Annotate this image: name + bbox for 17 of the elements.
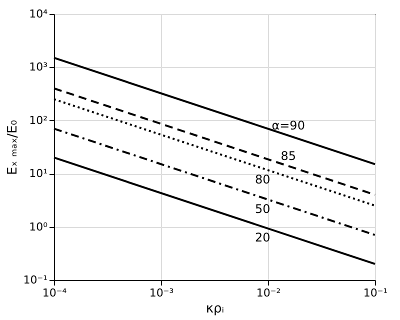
y-tick-label: 10⁻¹ <box>23 274 48 286</box>
y-tick-label: 10⁴ <box>29 8 48 20</box>
x-tick-label: 10⁻⁴ <box>42 286 68 300</box>
y-tick-label: 10³ <box>29 60 48 74</box>
series-label: 85 <box>280 149 296 164</box>
series-label: 80 <box>255 172 270 186</box>
x-tick-label: 10⁻³ <box>149 286 174 300</box>
x-tick-label: 10⁻² <box>256 286 281 300</box>
series-label: 50 <box>255 202 270 216</box>
y-tick-label: 10⁰ <box>29 220 48 234</box>
y-tick-label: 10¹ <box>29 167 48 180</box>
series-label: 20 <box>255 230 270 245</box>
x-tick-label: 10⁻¹ <box>363 286 388 300</box>
y-tick-label: 10² <box>29 114 48 127</box>
series-label: α=90 <box>272 118 305 133</box>
y-axis-title: Eₓ ₘₐₓ/E₀ <box>5 120 20 175</box>
x-axis-title: κρᵢ <box>206 302 224 316</box>
